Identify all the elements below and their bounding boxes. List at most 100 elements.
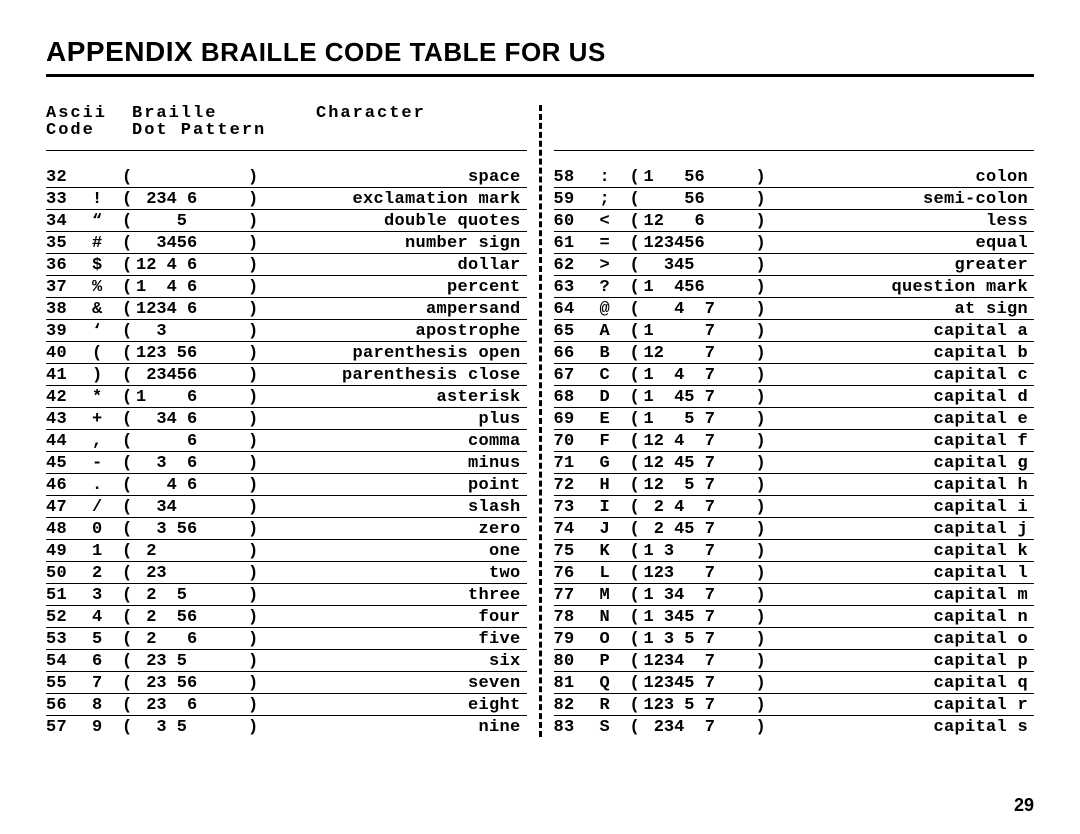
cell-ascii-code: 74 [554, 517, 600, 539]
cell-paren-open: ( [630, 605, 644, 627]
hdr-braille-l1: Braille [132, 105, 316, 122]
cell-paren-open: ( [122, 253, 136, 275]
cell-symbol: S [600, 715, 630, 737]
cell-dot-pattern: 1 7 [644, 319, 756, 341]
cell-dot-pattern: 1 6 [136, 385, 248, 407]
table-row: 44,( 6)comma [46, 429, 527, 451]
cell-symbol: J [600, 517, 630, 539]
cell-character-name: capital d [770, 385, 1035, 407]
cell-paren-close: ) [756, 209, 770, 231]
table-row: 34“( 5 )double quotes [46, 209, 527, 231]
cell-symbol [92, 165, 122, 187]
cell-paren-close: ) [756, 451, 770, 473]
cell-character-name: three [262, 583, 527, 605]
cell-character-name: double quotes [262, 209, 527, 231]
cell-character-name: greater [770, 253, 1035, 275]
cell-character-name: capital k [770, 539, 1035, 561]
cell-symbol: 9 [92, 715, 122, 737]
cell-symbol: @ [600, 297, 630, 319]
cell-symbol: ; [600, 187, 630, 209]
cell-ascii-code: 50 [46, 561, 92, 583]
cell-ascii-code: 80 [554, 649, 600, 671]
cell-paren-close: ) [756, 363, 770, 385]
cell-paren-close: ) [756, 473, 770, 495]
table-row: 568( 23 6)eight [46, 693, 527, 715]
cell-paren-open: ( [122, 363, 136, 385]
cell-symbol: F [600, 429, 630, 451]
table-row: 33!( 234 6)exclamation mark [46, 187, 527, 209]
cell-ascii-code: 35 [46, 231, 92, 253]
cell-paren-open: ( [630, 561, 644, 583]
cell-symbol: R [600, 693, 630, 715]
cell-symbol: 2 [92, 561, 122, 583]
cell-symbol: 0 [92, 517, 122, 539]
cell-ascii-code: 59 [554, 187, 600, 209]
table-columns: Ascii Code Braille Dot Pattern Character… [46, 105, 1034, 737]
cell-symbol: B [600, 341, 630, 363]
cell-symbol: P [600, 649, 630, 671]
cell-symbol: D [600, 385, 630, 407]
cell-dot-pattern: 1234 6 [136, 297, 248, 319]
cell-ascii-code: 55 [46, 671, 92, 693]
table-row: 36$(12 4 6)dollar [46, 253, 527, 275]
cell-ascii-code: 71 [554, 451, 600, 473]
cell-character-name: capital l [770, 561, 1035, 583]
cell-paren-open: ( [122, 693, 136, 715]
cell-paren-open: ( [122, 187, 136, 209]
table-row: 546( 23 5 )six [46, 649, 527, 671]
cell-paren-open: ( [630, 715, 644, 737]
cell-symbol: 4 [92, 605, 122, 627]
cell-character-name: at sign [770, 297, 1035, 319]
cell-dot-pattern: 1 345 7 [644, 605, 756, 627]
table-row: 39‘( 3 )apostrophe [46, 319, 527, 341]
hdr-ascii: Ascii Code [46, 105, 132, 139]
cell-ascii-code: 38 [46, 297, 92, 319]
cell-paren-open: ( [630, 583, 644, 605]
cell-paren-open: ( [630, 319, 644, 341]
table-row: 59;( 56 )semi-colon [554, 187, 1035, 209]
cell-symbol: & [92, 297, 122, 319]
cell-ascii-code: 81 [554, 671, 600, 693]
cell-paren-open: ( [630, 451, 644, 473]
cell-character-name: number sign [262, 231, 527, 253]
cell-paren-close: ) [756, 341, 770, 363]
cell-dot-pattern: 1 34 7 [644, 583, 756, 605]
cell-symbol: Q [600, 671, 630, 693]
cell-paren-close: ) [248, 583, 262, 605]
cell-dot-pattern: 123 5 7 [644, 693, 756, 715]
cell-ascii-code: 53 [46, 627, 92, 649]
cell-dot-pattern: 3 56 [136, 517, 248, 539]
table-row: 69E(1 5 7)capital e [554, 407, 1035, 429]
cell-symbol: 1 [92, 539, 122, 561]
cell-dot-pattern: 12 45 7 [644, 451, 756, 473]
cell-character-name: parenthesis close [262, 363, 527, 385]
cell-character-name: ampersand [262, 297, 527, 319]
cell-paren-close: ) [756, 385, 770, 407]
cell-paren-open: ( [630, 231, 644, 253]
cell-ascii-code: 37 [46, 275, 92, 297]
cell-paren-open: ( [630, 385, 644, 407]
cell-ascii-code: 83 [554, 715, 600, 737]
cell-symbol: ? [600, 275, 630, 297]
cell-paren-close: ) [756, 253, 770, 275]
cell-paren-close: ) [248, 385, 262, 407]
cell-ascii-code: 82 [554, 693, 600, 715]
cell-symbol: . [92, 473, 122, 495]
cell-paren-open: ( [122, 495, 136, 517]
cell-ascii-code: 63 [554, 275, 600, 297]
cell-dot-pattern: 23 6 [136, 693, 248, 715]
cell-paren-close: ) [248, 495, 262, 517]
cell-character-name: colon [770, 165, 1035, 187]
cell-ascii-code: 56 [46, 693, 92, 715]
cell-character-name: exclamation mark [262, 187, 527, 209]
cell-symbol: “ [92, 209, 122, 231]
cell-symbol: 7 [92, 671, 122, 693]
cell-paren-close: ) [248, 473, 262, 495]
cell-paren-open: ( [122, 649, 136, 671]
table-row: 38&(1234 6)ampersand [46, 297, 527, 319]
page-root: APPENDIX BRAILLE CODE TABLE FOR US Ascii… [0, 0, 1080, 834]
table-row: 65A(1 7)capital a [554, 319, 1035, 341]
cell-symbol: % [92, 275, 122, 297]
table-row: 524( 2 56)four [46, 605, 527, 627]
table-row: 513( 2 5 )three [46, 583, 527, 605]
